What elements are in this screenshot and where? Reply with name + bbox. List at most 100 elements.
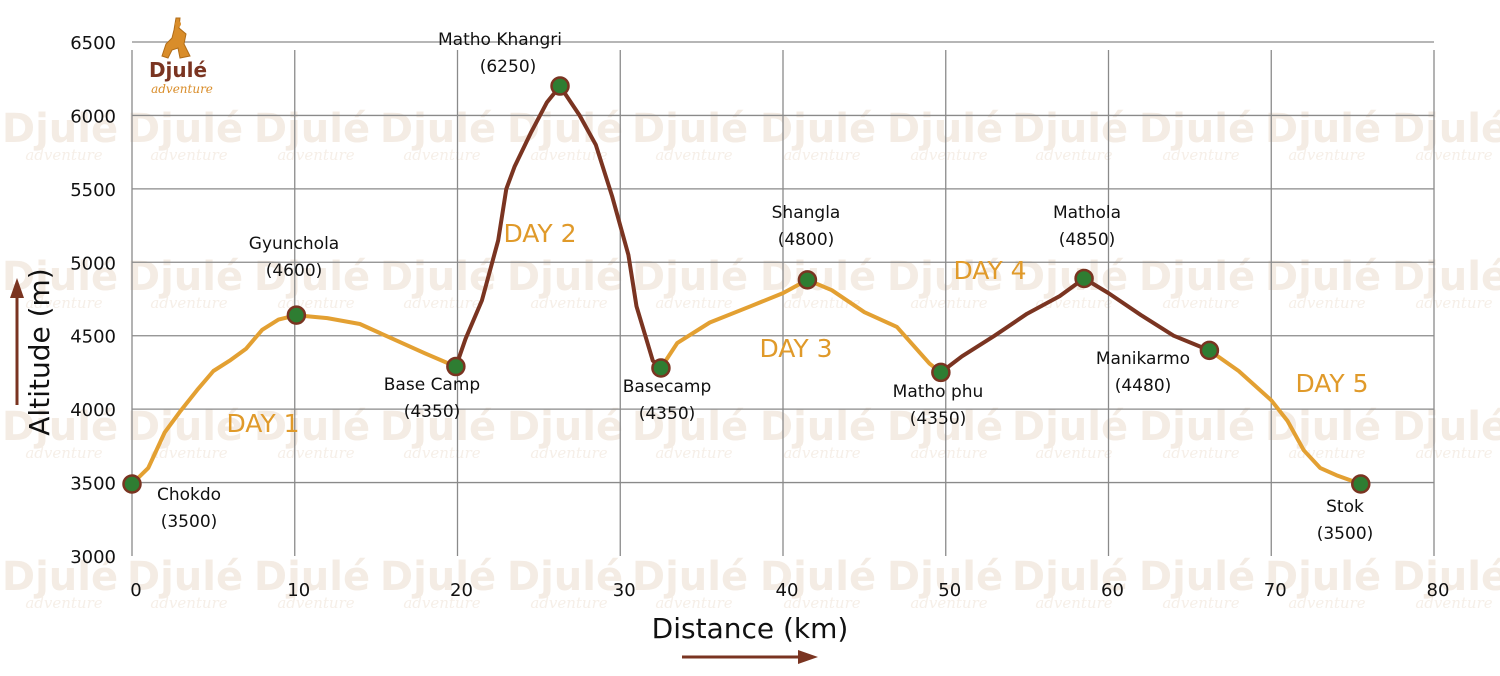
watermark-logo-name: Djulé <box>1265 106 1381 152</box>
waypoint-elevation: (4480) <box>1115 376 1172 396</box>
waypoint-elevation: (4350) <box>639 404 696 424</box>
watermark-logo-tagline: adventure <box>783 594 860 612</box>
y-tick-label: 5500 <box>70 180 116 201</box>
waypoint-elevation: (3500) <box>1317 524 1374 544</box>
waypoint-labels: Chokdo (3500) Gyunchola (4600) Base Camp (435… <box>157 30 1373 544</box>
x-tick-label: 20 <box>450 580 473 601</box>
day-label: DAY 4 <box>953 256 1026 285</box>
watermark-logo-name: Djulé <box>887 106 1003 152</box>
watermark-logo-name: Djulé <box>1139 404 1255 450</box>
waypoint-elevation: (4600) <box>266 261 323 281</box>
watermark-logo-tagline: adventure <box>150 294 227 312</box>
watermark-logo-tagline: adventure <box>1288 294 1365 312</box>
y-axis-tick-labels: 3000 3500 4000 4500 5000 5500 6000 6500 <box>70 33 116 568</box>
waypoint-elevation: (6250) <box>480 57 537 77</box>
waypoint-name: Basecamp <box>623 377 712 397</box>
x-tick-label: 50 <box>938 580 961 601</box>
y-tick-label: 6500 <box>70 33 116 54</box>
watermark-logo-name: Djulé <box>127 554 243 600</box>
watermark-logo-tagline: adventure <box>1035 594 1112 612</box>
watermark-logo-tagline: adventure <box>910 594 987 612</box>
y-axis-arrow <box>10 278 24 405</box>
waypoint-name: Stok <box>1326 497 1364 517</box>
watermark-logo-tagline: adventure <box>1415 146 1492 164</box>
watermark-logo-name: Djulé <box>2 106 118 152</box>
route-segment-light <box>805 277 943 375</box>
waypoint-name: Chokdo <box>157 485 221 505</box>
route-segment-dark <box>938 276 1087 375</box>
watermark-logo-name: Djulé <box>2 554 118 600</box>
x-tick-label: 30 <box>613 580 636 601</box>
watermark-logo-tagline: adventure <box>1162 146 1239 164</box>
watermark-logo-tagline: adventure <box>530 594 607 612</box>
watermark-logo-tagline: adventure <box>25 146 102 164</box>
watermark-logo-tagline: adventure <box>783 146 860 164</box>
logo-tagline: adventure <box>151 82 213 96</box>
waypoint-name: Matho Khangri <box>438 30 562 50</box>
x-tick-label: 80 <box>1427 580 1450 601</box>
waypoint-name: Mathola <box>1053 203 1121 223</box>
watermark-logo-name: Djulé <box>632 554 748 600</box>
watermark-logo-tagline: adventure <box>1288 146 1365 164</box>
watermark-logo-tagline: adventure <box>1288 444 1365 462</box>
x-tick-label: 60 <box>1101 580 1124 601</box>
route-segment-light <box>658 277 810 370</box>
watermark-logo-name: Djulé <box>254 554 370 600</box>
x-axis-title: Distance (km) <box>652 612 849 645</box>
watermark-logo-tagline: adventure <box>403 294 480 312</box>
watermark-logo-tagline: adventure <box>277 594 354 612</box>
watermark-logo-name: Djulé <box>887 404 1003 450</box>
watermark-logo-name: Djulé <box>760 106 876 152</box>
watermark-logo-name: Djulé <box>760 404 876 450</box>
x-axis-arrow <box>682 650 818 664</box>
grid-lines <box>131 41 1435 556</box>
waypoint-elevation: (4350) <box>404 402 461 422</box>
watermark-logo-name: Djulé <box>127 106 243 152</box>
watermark-logo-tagline: adventure <box>655 146 732 164</box>
waypoint-name: Shangla <box>772 203 841 223</box>
watermark-logo-tagline: adventure <box>403 444 480 462</box>
watermark-logo-name: Djulé <box>1265 554 1381 600</box>
watermark-logo-name: Djulé <box>1392 404 1500 450</box>
y-tick-label: 5000 <box>70 253 116 274</box>
waypoint-name: Gyunchola <box>249 234 339 254</box>
route-lines <box>130 84 1363 486</box>
waypoint-marker <box>1074 268 1094 289</box>
watermark-logo-name: Djulé <box>1139 554 1255 600</box>
y-tick-label: 6000 <box>70 106 116 127</box>
waypoint-marker <box>550 76 570 96</box>
waypoint-marker <box>651 358 671 378</box>
waypoint-marker <box>1351 474 1371 494</box>
watermark-logo-tagline: adventure <box>910 146 987 164</box>
x-tick-label: 70 <box>1264 580 1287 601</box>
waypoint-name: Matho phu <box>893 382 984 402</box>
watermark-logo-tagline: adventure <box>403 594 480 612</box>
watermark-logo-name: Djulé <box>380 554 496 600</box>
route-segment-light <box>294 313 458 369</box>
waypoint-name: Manikarmo <box>1096 349 1190 369</box>
watermark-logo-name: Djulé <box>1265 404 1381 450</box>
watermark-logo-tagline: adventure <box>1162 594 1239 612</box>
watermark-logo-tagline: adventure <box>277 444 354 462</box>
route-segment-dark <box>453 84 562 369</box>
watermark-logo-tagline: adventure <box>1415 444 1492 462</box>
day-labels: DAY 1 DAY 2 DAY 3 DAY 4 DAY 5 <box>226 219 1368 438</box>
watermark-logo-tagline: adventure <box>1162 294 1239 312</box>
climber-icon <box>161 17 191 59</box>
watermark-logo-name: Djulé <box>380 404 496 450</box>
watermark-logo-tagline: adventure <box>1415 294 1492 312</box>
waypoint-marker <box>286 305 307 325</box>
watermark-logo-name: Djulé <box>507 554 623 600</box>
watermark-logo-tagline: adventure <box>530 444 607 462</box>
watermark-logo-name: Djulé <box>380 106 496 152</box>
watermark-logo-tagline: adventure <box>150 146 227 164</box>
waypoint-name: Base Camp <box>384 375 480 395</box>
watermark-logo-name: Djulé <box>2 404 118 450</box>
route-segment-light <box>130 313 299 486</box>
day-label: DAY 2 <box>503 219 576 248</box>
waypoint-marker <box>1199 340 1220 361</box>
watermark-logo-name: Djulé <box>632 106 748 152</box>
x-tick-label: 0 <box>130 580 141 601</box>
y-tick-label: 4500 <box>70 327 116 348</box>
